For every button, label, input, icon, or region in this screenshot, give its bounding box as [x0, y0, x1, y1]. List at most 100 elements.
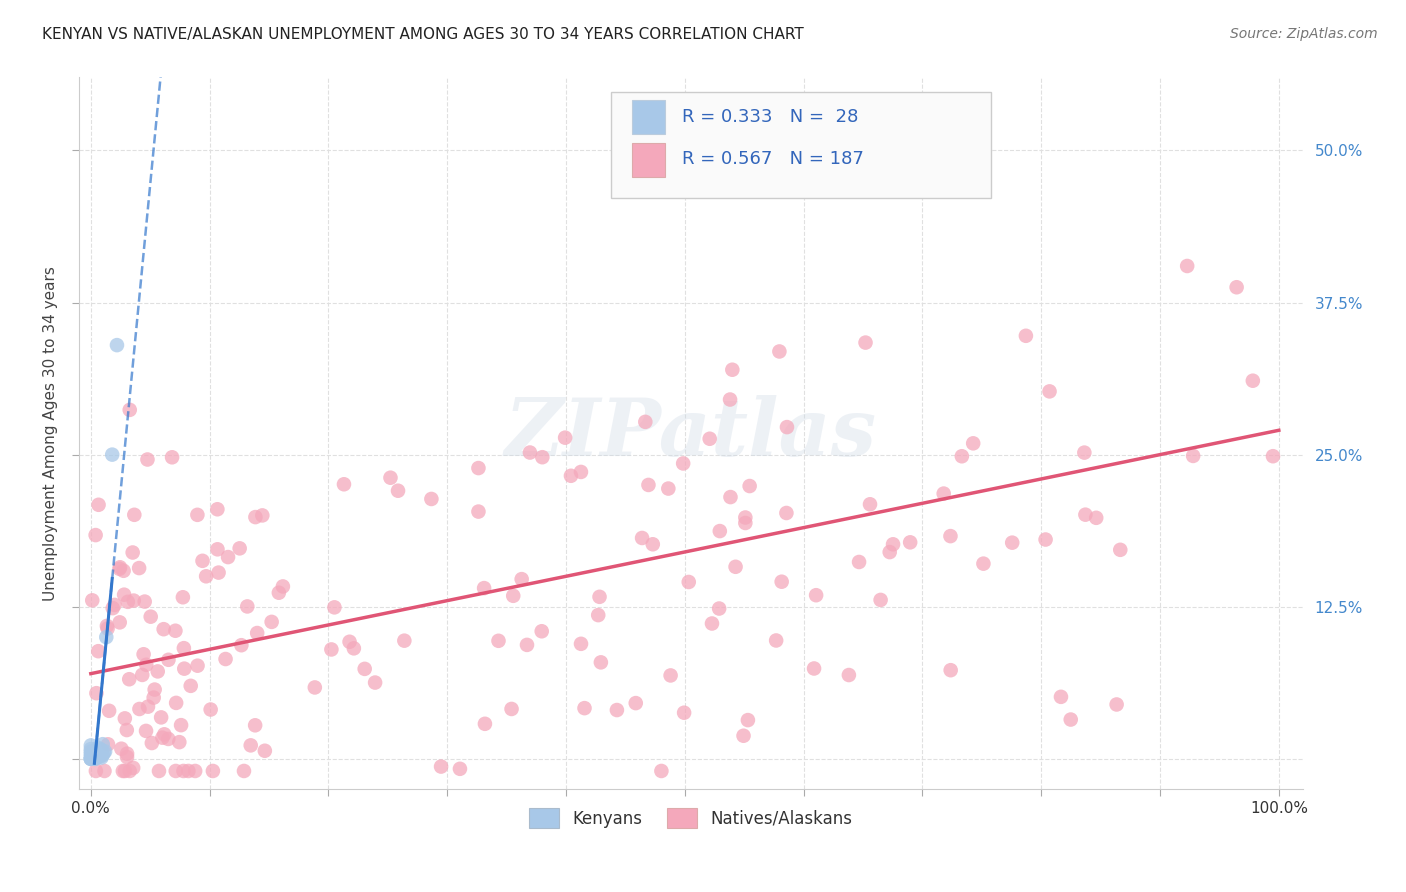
Point	[1109, 542, 1132, 557]
Point	[91, 748, 114, 763]
Point	[150, 710, 173, 724]
Point	[339, 634, 361, 648]
Point	[86, 750, 108, 764]
Point	[246, 626, 269, 640]
Point	[157, 731, 180, 746]
Point	[105, 338, 128, 352]
Point	[153, 727, 176, 741]
Point	[91, 737, 114, 751]
Point	[108, 562, 131, 576]
Point	[1175, 259, 1198, 273]
Point	[879, 545, 901, 559]
Text: R = 0.333   N =  28: R = 0.333 N = 28	[682, 108, 859, 126]
Point	[94, 744, 117, 758]
Point	[165, 696, 187, 710]
Point	[173, 662, 195, 676]
Point	[84, 752, 107, 766]
Point	[672, 457, 695, 471]
Point	[700, 616, 723, 631]
Point	[80, 752, 103, 766]
Point	[207, 542, 229, 557]
Point	[101, 448, 124, 462]
Point	[838, 668, 860, 682]
Point	[87, 644, 110, 658]
Point	[467, 505, 489, 519]
Point	[586, 608, 609, 623]
Point	[387, 483, 409, 498]
Point	[1050, 690, 1073, 704]
Point	[80, 752, 103, 766]
Point	[136, 452, 159, 467]
Point	[191, 554, 214, 568]
Point	[80, 744, 103, 758]
Point	[89, 742, 111, 756]
Point	[775, 506, 797, 520]
Point	[186, 508, 208, 522]
Point	[637, 478, 659, 492]
Point	[734, 510, 756, 524]
Point	[394, 633, 416, 648]
Point	[108, 615, 131, 630]
Point	[574, 701, 596, 715]
Point	[848, 555, 870, 569]
Point	[304, 681, 326, 695]
Point	[932, 486, 955, 500]
Point	[271, 579, 294, 593]
Point	[733, 729, 755, 743]
FancyBboxPatch shape	[612, 92, 991, 198]
Point	[111, 764, 134, 778]
Point	[882, 537, 904, 551]
Point	[962, 436, 984, 450]
Point	[1001, 535, 1024, 549]
Point	[180, 679, 202, 693]
Point	[449, 762, 471, 776]
Point	[569, 637, 592, 651]
Point	[108, 560, 131, 574]
Point	[673, 706, 696, 720]
Point	[869, 593, 891, 607]
Point	[659, 668, 682, 682]
Point	[83, 752, 105, 766]
Point	[699, 432, 721, 446]
Point	[1085, 511, 1108, 525]
Point	[128, 702, 150, 716]
Point	[207, 566, 229, 580]
Point	[589, 656, 612, 670]
Point	[678, 574, 700, 589]
Point	[939, 529, 962, 543]
Point	[143, 682, 166, 697]
Point	[1060, 713, 1083, 727]
Point	[267, 585, 290, 599]
Point	[142, 690, 165, 705]
Point	[200, 702, 222, 716]
Point	[233, 764, 256, 778]
Point	[1035, 533, 1057, 547]
Point	[950, 449, 973, 463]
Point	[89, 749, 111, 764]
Point	[207, 502, 229, 516]
Point	[117, 595, 139, 609]
Point	[606, 703, 628, 717]
Point	[121, 545, 143, 559]
Point	[530, 624, 553, 639]
Point	[323, 600, 346, 615]
Point	[657, 482, 679, 496]
Point	[165, 764, 187, 778]
Point	[718, 392, 741, 407]
Point	[364, 675, 387, 690]
Point	[516, 638, 538, 652]
Point	[474, 716, 496, 731]
Point	[737, 713, 759, 727]
Point	[195, 569, 218, 583]
Point	[157, 653, 180, 667]
Point	[115, 750, 138, 764]
Point	[96, 630, 118, 644]
Point	[1261, 449, 1284, 463]
Point	[1073, 445, 1095, 459]
Point	[972, 557, 994, 571]
Point	[118, 672, 141, 686]
Point	[97, 737, 120, 751]
Point	[245, 510, 267, 524]
Point	[170, 718, 193, 732]
Point	[214, 652, 236, 666]
